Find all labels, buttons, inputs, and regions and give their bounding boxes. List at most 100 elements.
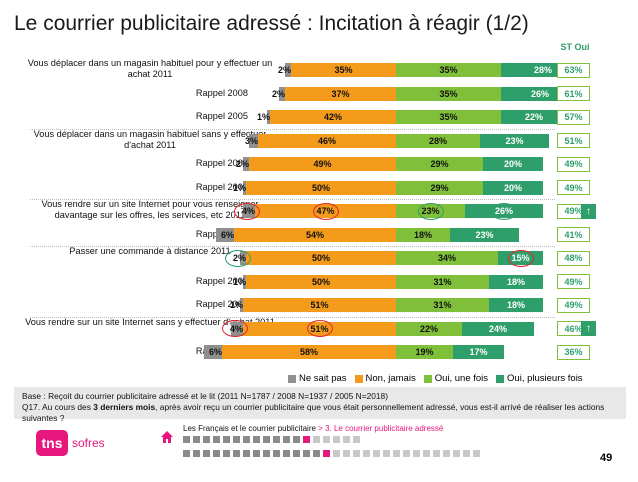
oui-une-fois-segment: 29% <box>396 180 483 195</box>
highlight-circle <box>225 249 251 267</box>
nav-square[interactable] <box>363 450 370 457</box>
oui-une-fois-segment: 31% <box>396 298 489 312</box>
oui-une-fois-segment: 18% <box>396 227 450 242</box>
base-note: Base : Reçoit du courrier publicitaire a… <box>22 391 389 401</box>
nav-square[interactable] <box>273 450 280 457</box>
nav-square[interactable] <box>333 450 340 457</box>
non-jamais-segment: 42% <box>270 110 396 124</box>
ne-sait-pas-segment: 1% <box>232 180 246 195</box>
oui-une-fois-segment: 19% <box>396 345 453 359</box>
oui-plusieurs-fois-segment: 18% <box>489 298 543 312</box>
nav-square[interactable] <box>343 436 350 443</box>
nav-square[interactable] <box>373 450 380 457</box>
ne-sait-pas-segment: 2% <box>277 63 291 77</box>
sofres-logo-text: sofres <box>72 436 105 450</box>
home-icon[interactable] <box>160 430 174 444</box>
nav-square[interactable] <box>333 436 340 443</box>
nav-square[interactable] <box>183 450 190 457</box>
nav-square[interactable] <box>183 436 190 443</box>
st-oui-value: 48% <box>557 250 590 266</box>
chart-legend: Ne sait pas Non, jamais Oui, une fois Oui, … <box>288 373 583 384</box>
nav-square[interactable] <box>283 436 290 443</box>
legend-item: Oui, plusieurs fois <box>496 373 583 384</box>
oui-plusieurs-fois-segment: 20% <box>483 180 543 195</box>
nav-square[interactable] <box>293 450 300 457</box>
non-jamais-segment: 50% <box>246 180 396 195</box>
nav-square[interactable] <box>263 436 270 443</box>
nav-square[interactable] <box>413 450 420 457</box>
nav-square[interactable] <box>403 450 410 457</box>
legend-swatch <box>288 374 296 383</box>
nav-square[interactable] <box>303 436 310 443</box>
nav-square[interactable] <box>233 450 240 457</box>
ne-sait-pas-segment: 2% <box>271 86 285 101</box>
row-label: Vous rendre sur un site Internet pour vo… <box>41 199 259 220</box>
nav-square[interactable] <box>353 450 360 457</box>
nav-square[interactable] <box>353 436 360 443</box>
non-jamais-segment: 37% <box>285 86 396 101</box>
nav-square[interactable] <box>343 450 350 457</box>
nav-square[interactable] <box>203 436 210 443</box>
row-label: Rappel 2005 <box>195 181 248 192</box>
nav-square[interactable] <box>223 436 230 443</box>
question-note: Q17. Au cours des 3 derniers mois, après… <box>22 402 605 423</box>
highlight-circle <box>222 320 248 337</box>
row-label: Vous rendre sur un site Internet sans y … <box>25 316 275 327</box>
nav-square[interactable] <box>453 450 460 457</box>
nav-square[interactable] <box>243 450 250 457</box>
legend-label: Oui, plusieurs fois <box>507 373 583 384</box>
highlight-circle <box>507 249 534 267</box>
nav-square[interactable] <box>193 450 200 457</box>
nav-square[interactable] <box>463 450 470 457</box>
legend-label: Ne sait pas <box>299 373 347 384</box>
nav-square[interactable] <box>263 450 270 457</box>
nav-square[interactable] <box>203 450 210 457</box>
nav-square[interactable] <box>293 436 300 443</box>
nav-square[interactable] <box>313 436 320 443</box>
nav-square[interactable] <box>313 450 320 457</box>
nav-square[interactable] <box>213 450 220 457</box>
oui-plusieurs-fois-segment: 20% <box>483 157 543 171</box>
ne-sait-pas-segment: 6% <box>204 345 222 359</box>
nav-square[interactable] <box>303 450 310 457</box>
breadcrumb-subsection[interactable]: 3. Le courrier publicitaire adressé <box>325 424 444 433</box>
nav-square[interactable] <box>323 450 330 457</box>
nav-square[interactable] <box>253 436 260 443</box>
st-oui-value: 41% <box>557 227 590 242</box>
row-label: Rappel 2005 <box>195 111 248 121</box>
oui-plusieurs-fois-segment: 22% <box>501 110 567 124</box>
oui-plusieurs-fois-segment: 18% <box>489 274 543 289</box>
st-oui-value: 61% <box>557 86 590 101</box>
stacked-bar-chart: Vous déplacer dans un magasin habituel p… <box>25 58 596 360</box>
nav-square[interactable] <box>193 436 200 443</box>
st-oui-value: 51% <box>557 133 590 148</box>
nav-square[interactable] <box>253 450 260 457</box>
ne-sait-pas-segment: 1% <box>232 274 246 289</box>
st-oui-value: 49% <box>557 180 590 195</box>
oui-une-fois-segment: 22% <box>396 321 462 336</box>
nav-square[interactable] <box>423 450 430 457</box>
st-oui-value: 57% <box>557 109 590 125</box>
nav-square[interactable] <box>393 450 400 457</box>
non-jamais-segment: 51% <box>243 298 396 312</box>
nav-square[interactable] <box>473 450 480 457</box>
nav-square[interactable] <box>443 450 450 457</box>
nav-square[interactable] <box>223 450 230 457</box>
nav-square[interactable] <box>433 450 440 457</box>
nav-square[interactable] <box>233 436 240 443</box>
legend-swatch <box>354 374 363 383</box>
nav-square[interactable] <box>323 436 330 443</box>
breadcrumb: Les Français et le courrier publicitaire… <box>183 424 443 433</box>
oui-une-fois-segment: 31% <box>396 274 489 289</box>
nav-square[interactable] <box>273 436 280 443</box>
row-label: Rappel 2008 <box>195 275 248 286</box>
nav-square[interactable] <box>213 436 220 443</box>
oui-une-fois-segment: 35% <box>396 63 501 77</box>
oui-une-fois-segment: 34% <box>396 251 498 265</box>
row-label: Rappel 2008 <box>195 87 248 98</box>
nav-square[interactable] <box>283 450 290 457</box>
nav-square[interactable] <box>243 436 250 443</box>
breadcrumb-section[interactable]: Les Français et le courrier publicitaire <box>183 424 316 433</box>
st-oui-value: 36% <box>557 344 590 360</box>
nav-square[interactable] <box>383 450 390 457</box>
